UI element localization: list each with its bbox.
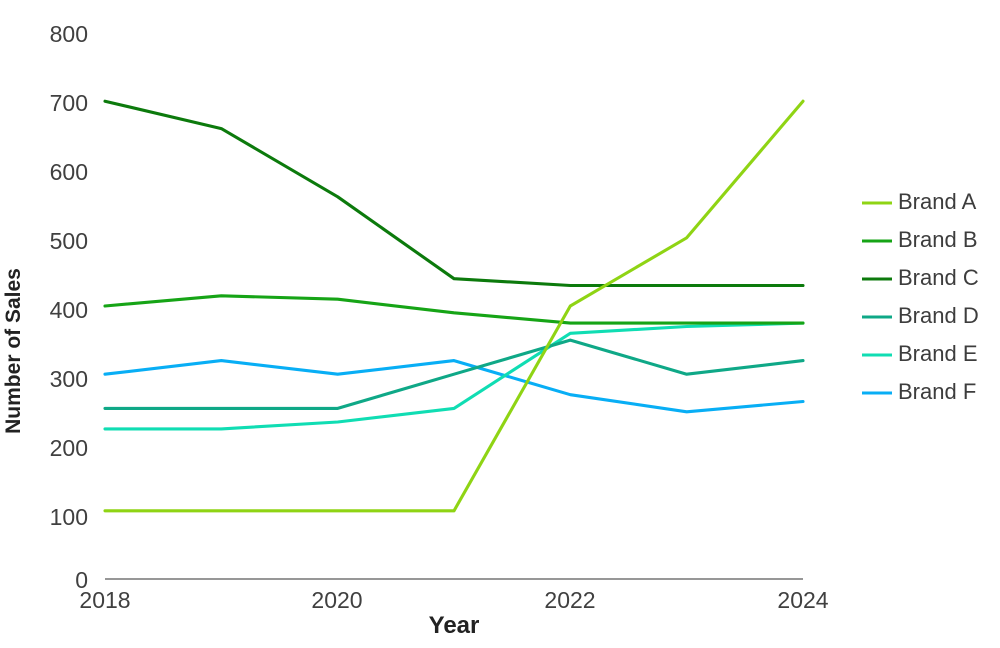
svg-text:2020: 2020 <box>311 587 362 613</box>
svg-text:600: 600 <box>50 159 88 185</box>
svg-text:2018: 2018 <box>79 587 130 613</box>
svg-text:300: 300 <box>50 366 88 392</box>
svg-text:Brand F: Brand F <box>898 379 976 404</box>
svg-text:Brand E: Brand E <box>898 341 978 366</box>
svg-text:500: 500 <box>50 228 88 254</box>
svg-text:400: 400 <box>50 297 88 323</box>
svg-text:Year: Year <box>429 612 480 639</box>
svg-text:2024: 2024 <box>777 587 828 613</box>
svg-text:Brand A: Brand A <box>898 189 977 214</box>
svg-text:Brand D: Brand D <box>898 303 979 328</box>
svg-text:2022: 2022 <box>544 587 595 613</box>
svg-text:Number of Sales: Number of Sales <box>2 268 25 434</box>
svg-text:200: 200 <box>50 435 88 461</box>
svg-text:Brand C: Brand C <box>898 265 979 290</box>
svg-text:100: 100 <box>50 504 88 530</box>
svg-text:800: 800 <box>50 21 88 47</box>
svg-text:700: 700 <box>50 90 88 116</box>
svg-text:Brand B: Brand B <box>898 227 978 252</box>
